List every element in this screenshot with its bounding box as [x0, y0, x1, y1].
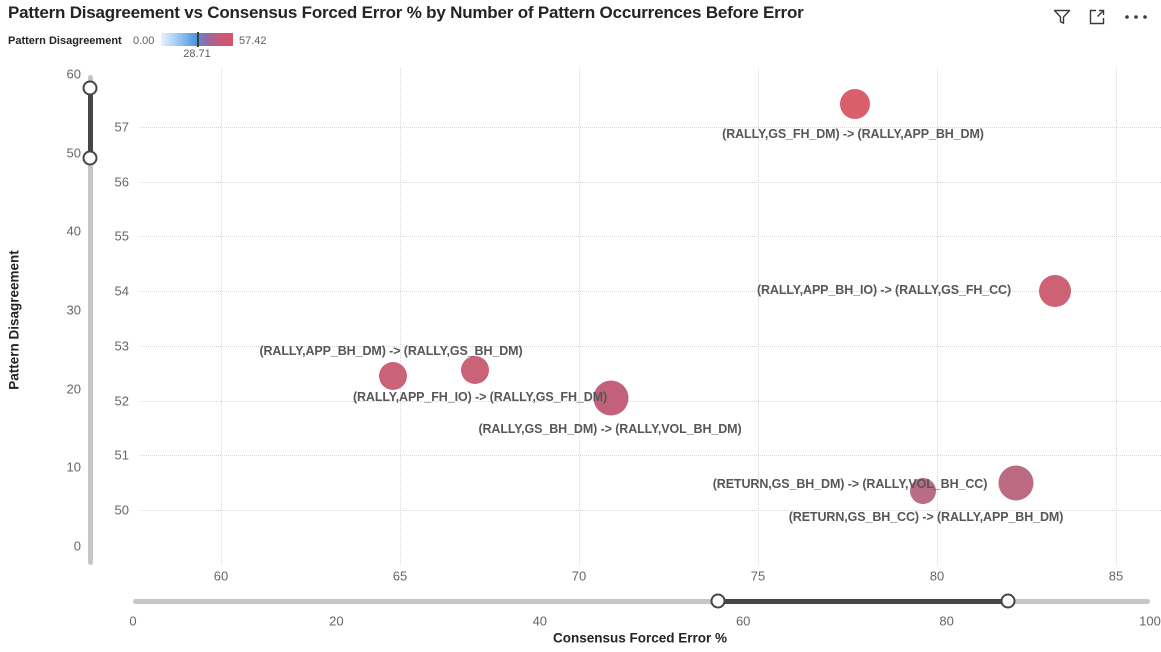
- x-slider-tick-label: 60: [735, 613, 751, 629]
- focus-mode-icon[interactable]: [1087, 7, 1108, 27]
- filter-icon[interactable]: [1052, 7, 1072, 27]
- y-slider-tick-label: 50: [66, 145, 81, 161]
- color-legend-mid: 28.71: [183, 48, 211, 60]
- y-axis-title: Pattern Disagreement: [6, 250, 22, 390]
- visual-header-toolbar: [1052, 7, 1149, 27]
- y-slider-handle-lower[interactable]: [82, 150, 98, 166]
- x-slider-selected-range[interactable]: [717, 598, 1008, 604]
- data-point-label: (RALLY,GS_FH_DM) -> (RALLY,APP_BH_DM): [722, 127, 984, 141]
- data-point-label: (RALLY,APP_FH_IO) -> (RALLY,GS_FH_DM): [352, 390, 608, 404]
- y-axis-tick-label: 57: [114, 119, 129, 135]
- x-slider-tick-label: 20: [329, 613, 344, 629]
- y-slider-track[interactable]: [87, 75, 93, 565]
- x-axis-tick-label: 75: [750, 568, 766, 584]
- x-axis-tick-label: 60: [213, 568, 229, 584]
- y-slider-selected-range[interactable]: [87, 88, 93, 159]
- data-point-label: (RALLY,GS_BH_DM) -> (RALLY,VOL_BH_DM): [478, 422, 742, 436]
- data-point[interactable]: [998, 465, 1034, 501]
- data-point-label: (RETURN,GS_BH_CC) -> (RALLY,APP_BH_DM): [788, 510, 1064, 524]
- v-gridline: [758, 68, 759, 565]
- h-gridline: [140, 181, 1161, 183]
- y-axis-tick-label: 51: [114, 447, 129, 463]
- h-gridline: [140, 455, 1161, 457]
- y-axis-tick-label: 56: [114, 174, 129, 190]
- y-axis-tick-label: 52: [114, 393, 129, 408]
- data-point[interactable]: [593, 380, 629, 416]
- y-axis-tick-label: 55: [114, 228, 129, 244]
- data-point[interactable]: [1039, 275, 1072, 308]
- x-axis-tick-label: 70: [571, 568, 587, 584]
- v-gridline: [221, 68, 222, 565]
- x-slider-handle-lower[interactable]: [710, 593, 726, 609]
- x-slider-tick-label: 0: [129, 613, 137, 629]
- v-gridline: [937, 68, 938, 565]
- y-axis-tick-label: 50: [114, 502, 129, 518]
- h-gridline: [140, 291, 1161, 293]
- y-slider-tick-label: 20: [66, 381, 81, 397]
- h-gridline: [140, 345, 1161, 347]
- data-point-label: (RALLY,APP_BH_DM) -> (RALLY,GS_BH_DM): [259, 344, 523, 358]
- x-slider-handle-upper[interactable]: [1000, 593, 1016, 609]
- color-legend-max: 57.42: [239, 35, 267, 47]
- x-slider-tick-label: 100: [1139, 613, 1161, 629]
- y-slider-tick-label: 40: [66, 223, 81, 239]
- x-axis-tick-label: 65: [392, 568, 408, 584]
- color-legend-midpoint-tick: [197, 32, 199, 47]
- data-point-label: (RETURN,GS_BH_DM) -> (RALLY,VOL_BH_CC): [712, 477, 988, 491]
- data-point[interactable]: [378, 361, 407, 390]
- y-slider-tick-label: 0: [73, 538, 81, 554]
- x-axis-tick-label: 80: [929, 568, 945, 584]
- x-slider-tick-label: 80: [939, 613, 954, 629]
- h-gridline: [140, 509, 1161, 511]
- x-axis-title: Consensus Forced Error %: [552, 630, 728, 646]
- x-axis-tick-label: 85: [1108, 568, 1124, 584]
- color-legend-min: 0.00: [133, 35, 155, 47]
- more-options-icon[interactable]: [1123, 7, 1149, 27]
- h-gridline: [140, 400, 1161, 402]
- y-slider-tick-label: 10: [66, 459, 81, 475]
- x-slider-tick-label: 40: [532, 613, 548, 629]
- v-gridline: [400, 68, 401, 565]
- y-slider-tick-label: 30: [66, 302, 81, 318]
- data-point[interactable]: [461, 356, 490, 385]
- y-slider-tick-label: 60: [66, 66, 81, 82]
- y-axis-tick-label: 54: [114, 283, 129, 299]
- y-axis-tick-label: 53: [114, 338, 129, 354]
- v-gridline: [1116, 68, 1117, 565]
- y-slider-handle-upper[interactable]: [82, 80, 98, 96]
- color-legend-gradient: [161, 32, 233, 47]
- color-legend-title: Pattern Disagreement: [8, 35, 122, 47]
- h-gridline: [140, 236, 1161, 238]
- x-slider-track[interactable]: [133, 598, 1150, 604]
- v-gridline: [579, 68, 580, 565]
- h-gridline: [140, 127, 1161, 128]
- chart-title: Pattern Disagreement vs Consensus Forced…: [8, 3, 804, 22]
- data-point-label: (RALLY,APP_BH_IO) -> (RALLY,GS_FH_CC): [756, 283, 1012, 297]
- data-point[interactable]: [909, 477, 936, 504]
- data-point[interactable]: [839, 89, 870, 120]
